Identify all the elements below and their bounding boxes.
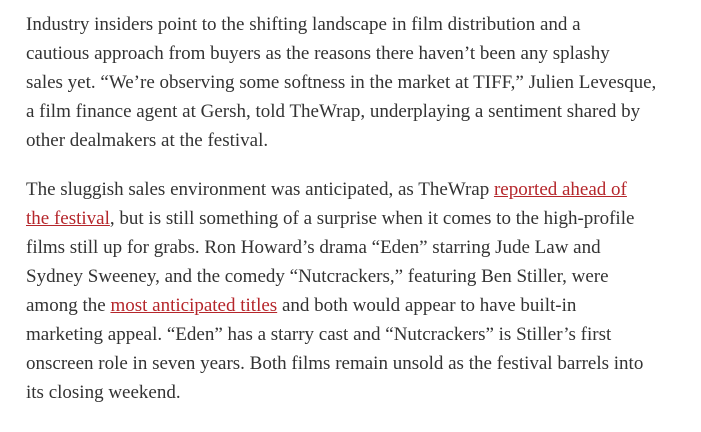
text-line: a film finance agent at Gersh, told TheW… — [26, 97, 701, 126]
text-line: Industry insiders point to the shifting … — [26, 10, 701, 39]
text-line: onscreen role in seven years. Both films… — [26, 349, 701, 378]
text-line: among the most anticipated titles and bo… — [26, 291, 701, 320]
text-line: cautious approach from buyers as the rea… — [26, 39, 701, 68]
text: onscreen role in seven years. Both films… — [26, 353, 644, 374]
text: films still up for grabs. Ron Howard’s d… — [26, 237, 601, 258]
text: The sluggish sales environment was antic… — [26, 179, 494, 200]
text: , but is still something of a surprise w… — [109, 208, 635, 229]
link[interactable]: reported ahead of — [493, 179, 627, 200]
text-line: the festival, but is still something of … — [26, 204, 701, 233]
text: other dealmakers at the festival. — [26, 130, 269, 151]
text: its closing weekend. — [26, 382, 181, 403]
text: marketing appeal. “Eden” has a starry ca… — [26, 324, 612, 345]
text: cautious approach from buyers as the rea… — [26, 43, 610, 64]
link[interactable]: the festival — [26, 208, 110, 229]
link[interactable]: most anticipated titles — [110, 295, 278, 316]
text: and both would appear to have built-in — [277, 295, 577, 316]
text-line: Sydney Sweeney, and the comedy “Nutcrack… — [26, 262, 701, 291]
paragraph: Industry insiders point to the shifting … — [26, 10, 701, 155]
text: sales yet. “We’re observing some softnes… — [26, 72, 657, 93]
text-line: its closing weekend. — [26, 378, 701, 407]
paragraph: The sluggish sales environment was antic… — [26, 175, 701, 407]
text: Industry insiders point to the shifting … — [26, 14, 581, 35]
text-line: films still up for grabs. Ron Howard’s d… — [26, 233, 701, 262]
text-line: The sluggish sales environment was antic… — [26, 175, 701, 204]
text: among the — [26, 295, 111, 316]
text-line: sales yet. “We’re observing some softnes… — [26, 68, 701, 97]
text-line: other dealmakers at the festival. — [26, 126, 701, 155]
text: Sydney Sweeney, and the comedy “Nutcrack… — [26, 266, 609, 287]
text: a film finance agent at Gersh, told TheW… — [26, 101, 641, 122]
text-line: marketing appeal. “Eden” has a starry ca… — [26, 320, 701, 349]
